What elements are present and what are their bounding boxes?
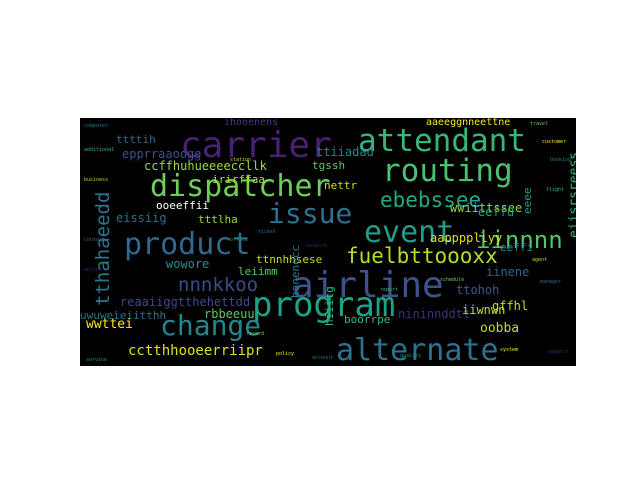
word-7: ebebssee xyxy=(380,188,482,212)
word-13: change xyxy=(160,309,262,342)
word-12: program xyxy=(252,285,396,325)
word-41: hiiitg xyxy=(323,286,336,326)
filler-word-20: network xyxy=(306,243,328,249)
word-29: eeffu xyxy=(478,205,515,219)
filler-word-13: office xyxy=(230,237,249,243)
word-22: irirffaa xyxy=(212,173,265,186)
word-35: ttohoh xyxy=(456,283,500,297)
word-47: eiisrsreess xyxy=(567,151,576,238)
word-14: alternate xyxy=(336,333,499,366)
word-4: issue xyxy=(268,197,353,230)
filler-word-3: contact xyxy=(84,237,106,243)
word-37: iinene xyxy=(486,265,530,279)
filler-word-9: flight xyxy=(546,187,565,193)
filler-word-7: customer xyxy=(542,139,567,145)
word-49: eeee xyxy=(521,187,534,215)
word-21: ccffhuhueeeeccllk xyxy=(144,159,267,173)
word-18: ihooenens xyxy=(224,118,279,128)
filler-word-16: account xyxy=(312,355,334,361)
filler-word-2: business xyxy=(84,177,109,183)
word-11: airline xyxy=(292,265,444,306)
word-50: eeffi xyxy=(500,241,534,254)
word-45: oobba xyxy=(480,321,520,336)
word-40: wwttei xyxy=(86,317,133,332)
word-16: tthahaeedd xyxy=(92,191,114,306)
filler-word-22: schedule xyxy=(440,277,465,283)
word-19: ttiiadad xyxy=(316,145,374,159)
word-34: hanenecc xyxy=(289,245,302,298)
filler-word-8: booking xyxy=(550,157,572,163)
filler-word-6: travel xyxy=(530,121,549,127)
filler-word-5: service xyxy=(86,357,108,363)
filler-word-4: online xyxy=(84,267,103,273)
word-10: nnnkkoo xyxy=(178,274,259,296)
word-43: nininnddtt xyxy=(398,307,471,321)
filler-word-15: policy xyxy=(276,351,295,357)
filler-word-12: support xyxy=(548,349,570,355)
word-32: leiimm xyxy=(238,265,278,278)
filler-word-0: computer xyxy=(84,123,109,129)
word-9: iinnnn xyxy=(476,226,563,254)
word-8: fuelbttoooxx xyxy=(346,244,498,268)
word-46: aaeeggnneettne xyxy=(426,118,511,128)
word-30: ttnnhhsese xyxy=(256,253,323,266)
word-1: attendant xyxy=(358,123,526,159)
word-33: reaaiiggtthehettdd xyxy=(120,295,251,309)
word-cloud: carrier attendant dispatcher routing issue ev… xyxy=(80,118,576,366)
word-5: event xyxy=(364,215,455,250)
filler-word-11: manager xyxy=(540,279,562,285)
word-23: nettr xyxy=(324,179,358,192)
word-39: rbbeeuu xyxy=(204,307,255,321)
word-31: wowore xyxy=(166,257,210,271)
filler-word-14: record xyxy=(246,331,265,337)
word-20: tgssh xyxy=(312,159,346,172)
word-25: eissiig xyxy=(116,211,167,225)
word-24: ooeeffii xyxy=(156,199,209,212)
word-26: tttlha xyxy=(198,213,238,226)
filler-word-17: report xyxy=(380,287,399,293)
word-42: boorrpe xyxy=(344,313,391,326)
word-3: routing xyxy=(382,153,513,189)
word-27: wwiittssee xyxy=(450,201,523,215)
word-48: ttttih xyxy=(116,133,156,146)
filler-word-23: system xyxy=(500,347,519,353)
filler-word-1: additional xyxy=(84,147,115,153)
filler-word-21: quality xyxy=(400,353,422,359)
word-2: dispatcher xyxy=(150,169,331,204)
filler-word-10: agent xyxy=(532,257,548,263)
filler-word-19: ticket xyxy=(258,229,277,235)
word-36: gffhl xyxy=(492,299,529,313)
word-0: carrier xyxy=(180,125,332,166)
word-15: cctthhooeerriipr xyxy=(128,343,263,359)
filler-word-18: station xyxy=(230,157,252,163)
word-38: uwuweieiitthh xyxy=(80,309,167,322)
word-28: aappppllyy xyxy=(430,231,503,245)
word-17: epprraaoogg xyxy=(122,147,202,161)
word-44: iiwnwn xyxy=(462,303,506,317)
word-6: product xyxy=(124,227,251,262)
